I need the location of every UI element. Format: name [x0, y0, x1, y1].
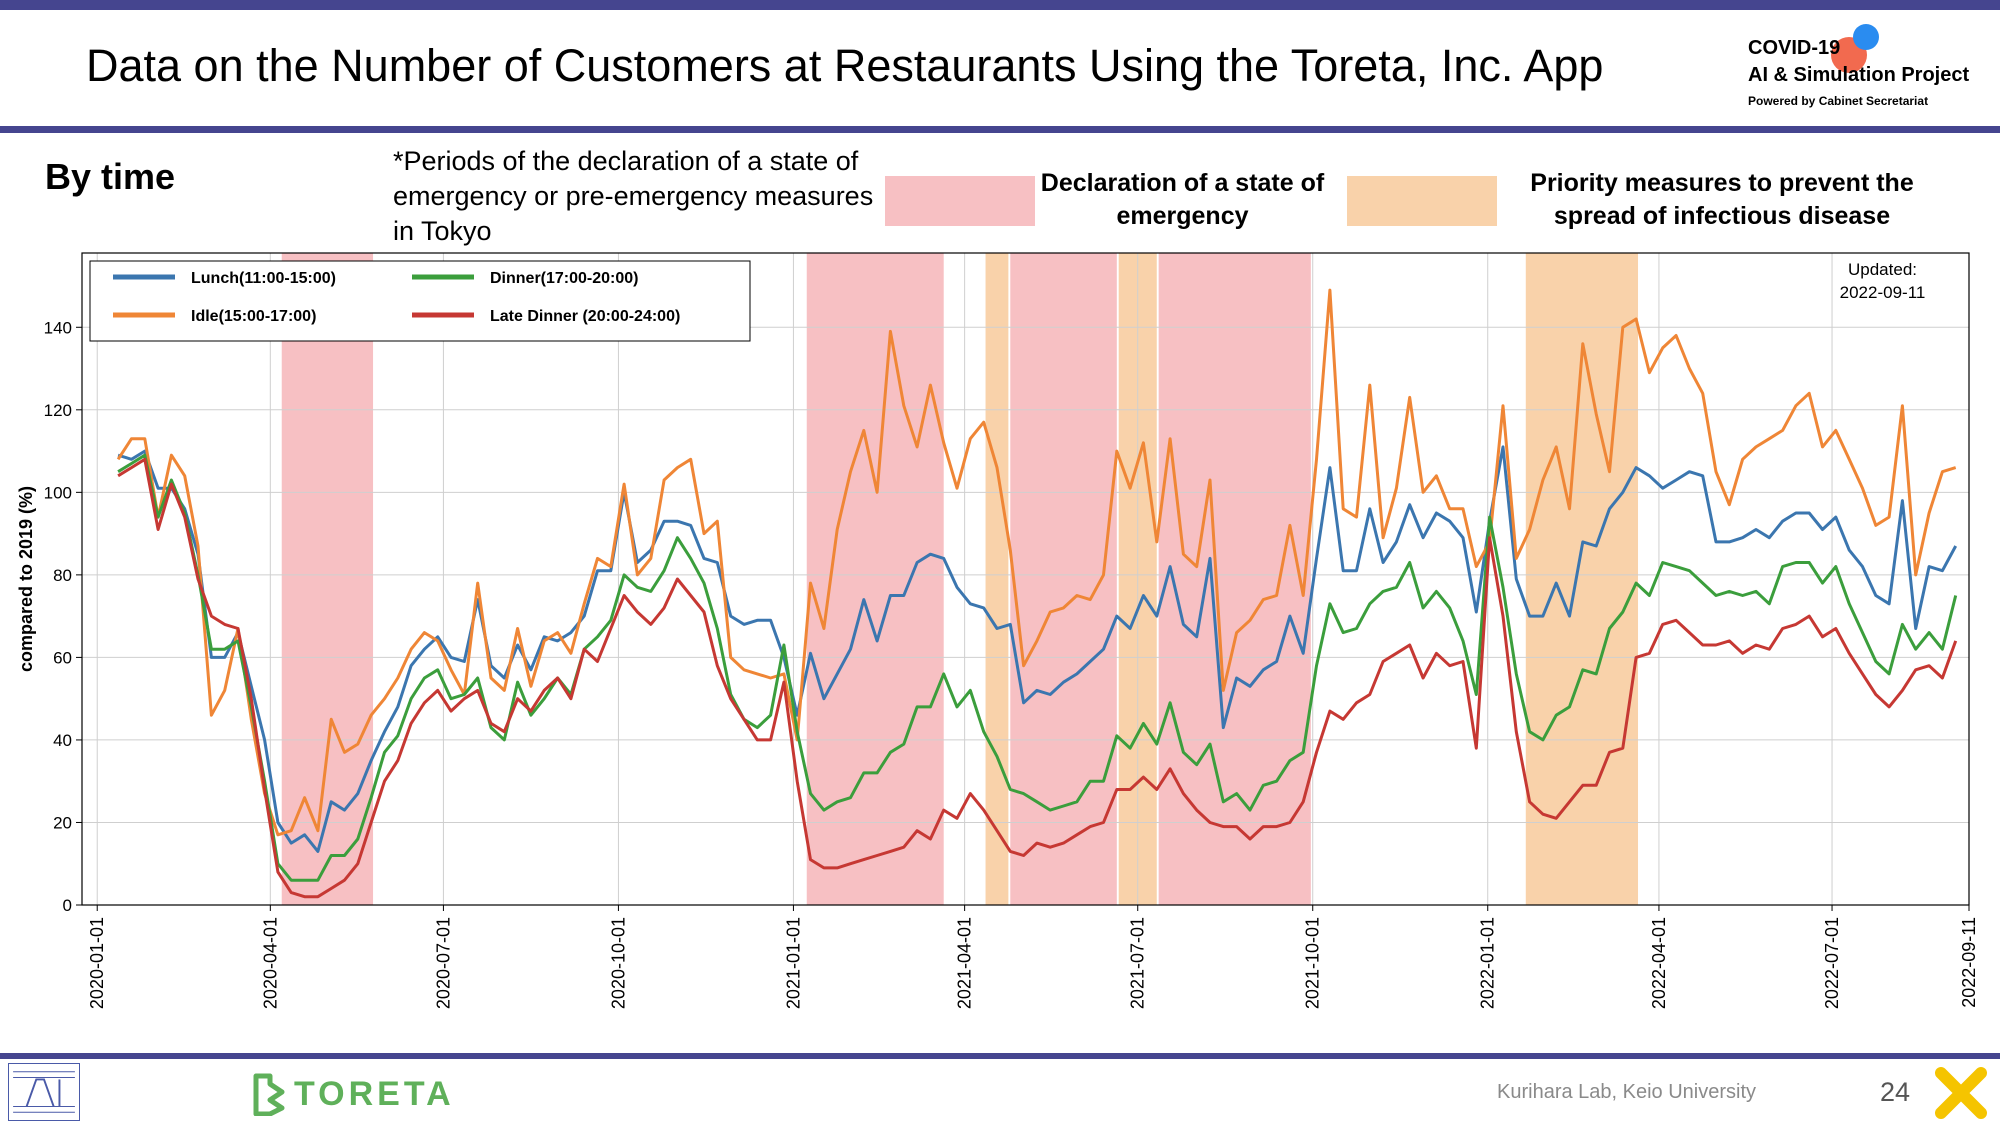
priority-legend-swatch: [1347, 176, 1497, 226]
band-priority-2: [985, 253, 1009, 905]
covid-project-logo: COVID-19 AI & Simulation Project Powered…: [1748, 24, 1988, 118]
x-tick-label: 2021-07-01: [1128, 917, 1148, 1009]
period-bands: [281, 253, 1639, 905]
x-tick-label: 2021-04-01: [955, 917, 975, 1009]
x-tick-label: 2022-01-01: [1478, 917, 1498, 1009]
series-legend: Lunch(11:00-15:00) Idle(15:00-17:00) Dinne…: [89, 260, 751, 342]
logo-line-3: Powered by Cabinet Secretariat: [1748, 94, 1929, 108]
legend-label-idle: Idle(15:00-17:00): [191, 308, 316, 325]
priority-legend-label: Priority measures to prevent the spread …: [1530, 169, 1914, 230]
x-tick-label: 2020-01-01: [87, 917, 107, 1009]
x-tick-label: 2022-07-01: [1822, 917, 1842, 1009]
x-mark-icon: [1935, 1067, 1987, 1119]
y-tick-label: 120: [44, 401, 72, 420]
y-tick-label: 20: [53, 813, 72, 832]
chart-grid: [82, 253, 1970, 906]
period-note: *Periods of the declaration of a state o…: [393, 146, 874, 246]
x-tick-label: 2020-04-01: [260, 917, 280, 1009]
lab-logo-icon: [8, 1063, 80, 1121]
page-number: 24: [1880, 1077, 1911, 1107]
y-tick-label: 0: [63, 896, 72, 915]
series-line-lunch: [117, 445, 1958, 853]
logo-line-1: COVID-19: [1748, 37, 1841, 59]
y-tick-label: 40: [53, 731, 72, 750]
updated-date: 2022-09-11: [1839, 283, 1926, 302]
x-tick-label: 2021-10-01: [1303, 917, 1323, 1009]
legend-box: [89, 260, 751, 342]
footer-divider-bar: [0, 1053, 2000, 1059]
x-tick-label: 2020-07-01: [433, 917, 453, 1009]
band-emergency-5: [1158, 253, 1311, 905]
legend-label-dinner: Dinner(17:00-20:00): [490, 270, 639, 287]
x-tick-label: 2021-01-01: [783, 917, 803, 1009]
toreta-brand-text: TORETA: [294, 1075, 455, 1113]
updated-label: Updated:: [1848, 260, 1917, 279]
updated-stamp: Updated: 2022-09-11: [1800, 258, 1965, 304]
page-title: Data on the Number of Customers at Resta…: [86, 40, 1604, 91]
section-subtitle: By time: [45, 156, 176, 197]
logo-line-2: AI & Simulation Project: [1748, 64, 1970, 86]
plot-frame: [81, 252, 1970, 906]
legend-label-late: Late Dinner (20:00-24:00): [490, 308, 680, 325]
series-line-idle: [116, 288, 1957, 837]
x-tick-label: 2022-09-11: [1959, 917, 1979, 1008]
y-tick-label: 140: [44, 318, 72, 337]
y-tick-label: 60: [53, 648, 72, 667]
x-tick-label: 2022-04-01: [1649, 917, 1669, 1009]
top-frame-bar: [0, 0, 2000, 10]
series-line-dinner: [117, 453, 1958, 882]
chart-series: [116, 288, 1958, 899]
x-tick-label: 2020-10-01: [608, 917, 628, 1009]
series-line-late: [117, 457, 1958, 899]
y-axis-label: compared to 2019 (%): [16, 486, 36, 672]
y-tick-label: 100: [44, 483, 72, 502]
emergency-legend-label: Declaration of a state of emergency: [1040, 169, 1325, 230]
header-divider-bar: [0, 126, 2000, 133]
emergency-legend-swatch: [885, 176, 1035, 226]
footer-lab-credit: Kurihara Lab, Keio University: [1497, 1081, 1757, 1103]
y-tick-label: 80: [53, 566, 72, 585]
toreta-mark-icon: [253, 1073, 285, 1116]
y-axis: 0 20 40 60 80 100 120 140: [44, 318, 82, 915]
x-axis: 2020-01-01 2020-04-01 2020-07-01 2020-10-01…: [87, 905, 1979, 1009]
logo-blue-dot-icon: [1853, 24, 1879, 50]
band-emergency-0: [281, 253, 374, 905]
legend-label-lunch: Lunch(11:00-15:00): [191, 270, 336, 287]
